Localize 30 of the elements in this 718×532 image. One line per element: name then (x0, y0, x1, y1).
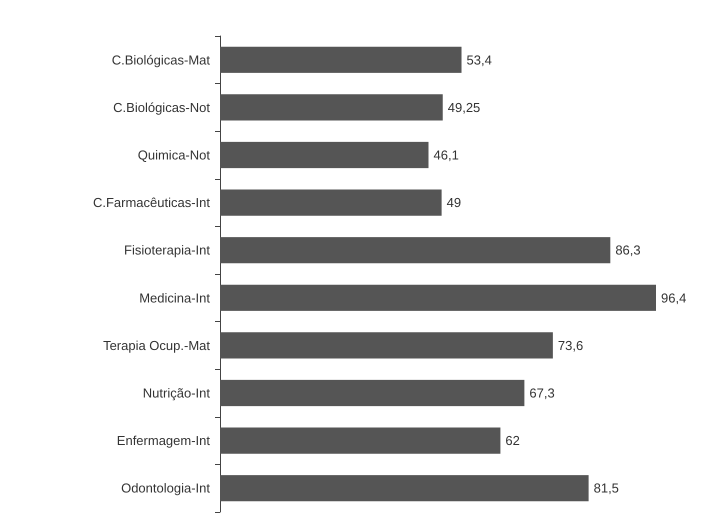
bar (220, 94, 443, 120)
data-label: 81,5 (594, 480, 619, 496)
y-tick-label: Odontologia-Int (121, 480, 210, 496)
y-tick-label: Fisioterapia-Int (124, 242, 210, 258)
y-tick-label: Terapia Ocup.-Mat (103, 338, 210, 353)
bar (220, 380, 524, 406)
data-label: 62 (505, 433, 520, 448)
bar (220, 190, 442, 216)
bar (220, 237, 610, 264)
y-tick-label: Nutrição-Int (142, 386, 210, 400)
bar (220, 46, 462, 73)
data-label: 67,3 (529, 386, 555, 400)
data-label: 46,1 (434, 148, 459, 162)
y-tick-label: C.Biológicas-Not (113, 100, 210, 115)
data-label: 49 (446, 195, 462, 210)
bar (220, 332, 553, 358)
data-label: 53,4 (466, 52, 492, 68)
bar (220, 428, 500, 454)
data-label: 96,4 (661, 290, 686, 306)
data-label: 86,3 (615, 242, 641, 258)
y-tick-label: Medicina-Int (139, 290, 210, 306)
y-tick-label: C.Biológicas-Mat (112, 52, 210, 68)
y-tick-label: Enfermagem-Int (116, 433, 210, 448)
bar (220, 142, 428, 168)
y-tick-label: Quimica-Not (138, 148, 210, 162)
bar (220, 284, 656, 311)
data-label: 49,25 (448, 100, 480, 115)
bar (220, 475, 589, 502)
data-label: 73,6 (558, 338, 584, 353)
y-tick-label: C.Farmacêuticas-Int (92, 195, 210, 210)
